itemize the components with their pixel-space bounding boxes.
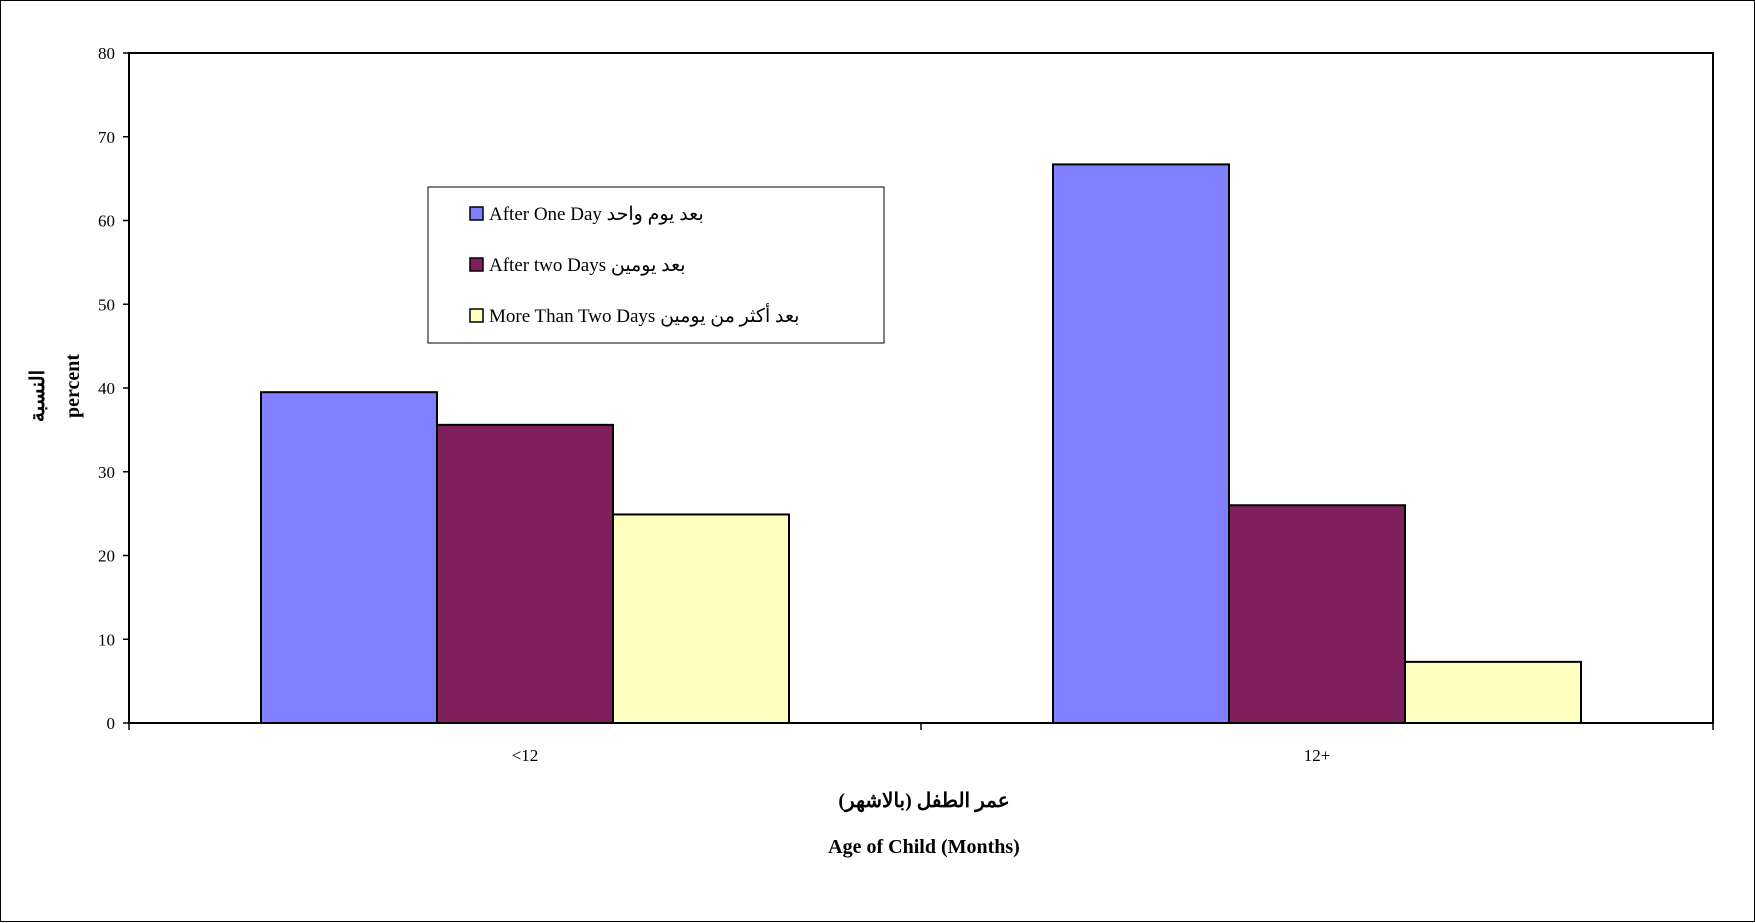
legend-swatch [469,308,484,323]
legend-swatch [469,257,484,272]
bars [260,163,1582,725]
y-tick-label: 60 [98,212,115,231]
y-tick-label: 70 [98,128,115,147]
legend-label: More Than Two Days بعد أكثر من يومين [489,302,799,327]
legend: After One Day بعد يوم واحد After two Days… [427,186,885,344]
y-tick-label: 20 [98,547,115,566]
legend-label: After One Day بعد يوم واحد [489,204,704,225]
bar [612,513,790,725]
y-axis-title: percent [62,354,84,418]
x-axis-title-arabic: عمر الطفل (بالاشهر) [838,790,1009,813]
x-axis-title: Age of Child (Months) [828,836,1020,858]
bar [1404,660,1582,724]
bar [1228,504,1406,724]
x-axis: <12 12+ [128,723,1714,765]
bar [436,423,614,724]
legend-box [427,186,885,344]
legend-swatch [469,206,484,221]
y-tick-label: 50 [98,295,115,314]
bar [260,391,438,724]
y-tick-label: 40 [98,379,115,398]
y-tick-label: 0 [107,714,116,733]
y-axis-title-arabic: النسبة [27,370,49,422]
x-tick-label: <12 [512,746,539,765]
bar [1052,163,1230,724]
y-tick-label: 30 [98,463,115,482]
y-tick-label: 10 [98,630,115,649]
x-tick-label: 12+ [1304,746,1331,765]
legend-label: After two Days بعد يومين [489,255,686,276]
y-tick-label: 80 [98,44,115,63]
y-axis: 0 10 20 30 40 50 60 70 80 [98,44,129,733]
